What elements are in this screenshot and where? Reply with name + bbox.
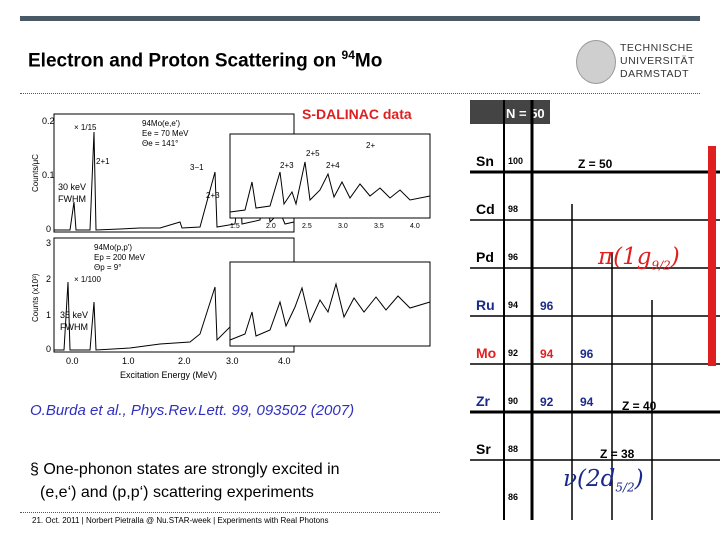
upper-scale: × 1/15	[74, 123, 97, 132]
upper-inset-line	[229, 161, 431, 213]
bullet-point: § One-phonon states are strongly excited…	[30, 461, 340, 501]
upper-fwhm: FWHM	[58, 194, 86, 204]
inset-xtick: 4.0	[410, 223, 420, 230]
peak-label: 2+1	[96, 157, 110, 166]
proton-orbital-label: π(1g9/2)	[598, 244, 680, 273]
inset-peak-label: 2+4	[326, 161, 340, 170]
element-label: Ru	[476, 297, 495, 313]
isotope-cell: 96	[540, 299, 554, 313]
xtick: 3.0	[226, 356, 239, 366]
inset-peak-label: 2+3	[280, 161, 294, 170]
mass-number: 90	[508, 396, 518, 406]
element-label: Pd	[476, 249, 494, 265]
inset-xtick: 3.5	[374, 223, 384, 230]
inset-xtick: 3.0	[338, 223, 348, 230]
upper-resolution: 30 keV	[58, 182, 86, 192]
lower-ytick: 1	[46, 310, 51, 320]
xlabel: Excitation Energy (MeV)	[120, 370, 217, 380]
z-label: Z = 40	[622, 399, 657, 413]
header-bar	[20, 16, 700, 21]
element-label: Sn	[476, 153, 494, 169]
mass-number: 92	[508, 348, 518, 358]
lower-angle: Θp = 9°	[94, 263, 121, 272]
xtick: 2.0	[178, 356, 191, 366]
source-label: S-DALINAC data	[302, 106, 412, 122]
inset-peak-label: 2+5	[306, 149, 320, 158]
neutron-orbital-label: ν(2d5/2)	[563, 466, 644, 495]
upper-ytick: 0	[46, 224, 51, 234]
peak-label: 3−1	[190, 163, 204, 172]
lower-ytick: 0	[46, 344, 51, 354]
mass-number: 88	[508, 444, 518, 454]
isotope-cell: 96	[580, 347, 594, 361]
mass-number: 96	[508, 252, 518, 262]
xtick: 1.0	[122, 356, 135, 366]
isotope-cell: 94	[540, 347, 554, 361]
element-label: Cd	[476, 201, 495, 217]
nuclide-chart: N = 50 Sn 100 Cd 98 Pd 96 Ru 94 Mo 92 Zr 90 Sr 88 86 96 9…	[470, 100, 720, 520]
upper-angle: Θe = 141°	[142, 139, 178, 148]
upper-inset-frame	[229, 133, 431, 219]
lower-energy: Ep = 200 MeV	[94, 253, 146, 262]
column-header: N = 50	[506, 106, 545, 121]
inset-peak-label: 2+	[366, 141, 375, 150]
isotope-cell: 92	[540, 395, 554, 409]
scattering-spectrum: Counts/μC Counts (x10³) 0.2 0.1 0 3 2 1 …	[31, 113, 431, 380]
upper-ylabel: Counts/μC	[31, 154, 40, 192]
lower-ytick: 2	[46, 274, 51, 284]
mass-number: 98	[508, 204, 518, 214]
lower-fwhm: FWHM	[60, 322, 88, 332]
upper-ytick: 0.1	[42, 170, 55, 180]
inset-xtick: 2.5	[302, 223, 312, 230]
lower-resolution: 35 keV	[60, 310, 88, 320]
lower-ylabel: Counts (x10³)	[31, 273, 40, 322]
footer-divider	[20, 512, 440, 513]
header-cell	[470, 100, 550, 124]
z-label: Z = 50	[578, 157, 613, 171]
xtick: 0.0	[66, 356, 79, 366]
mass-number: 94	[508, 300, 518, 310]
lower-reaction: 94Mo(p,p')	[94, 243, 132, 252]
inset-xtick: 1.5	[230, 223, 240, 230]
upper-energy: Ee = 70 MeV	[142, 129, 189, 138]
upper-ytick: 0.2	[42, 116, 55, 126]
slide-title: Electron and Proton Scattering on 94Mo	[28, 48, 383, 72]
lower-inset-line	[229, 282, 431, 341]
mass-number: 100	[508, 156, 523, 166]
footer-text: 21. Oct. 2011 | Norbert Pietralla @ Nu.S…	[32, 516, 329, 525]
lower-scale: × 1/100	[74, 275, 101, 284]
element-label: Mo	[476, 345, 496, 361]
university-logo: TECHNISCHE UNIVERSITÄT DARMSTADT	[576, 40, 706, 84]
z-label: Z = 38	[600, 447, 635, 461]
mass-number: 86	[508, 492, 518, 502]
citation: O.Burda et al., Phys.Rev.Lett. 99, 09350…	[30, 402, 355, 419]
lower-ytick: 3	[46, 238, 51, 248]
element-label: Sr	[476, 441, 491, 457]
upper-reaction: 94Mo(e,e')	[142, 119, 180, 128]
title-divider	[20, 93, 700, 95]
isotope-cell: 94	[580, 395, 594, 409]
athena-seal-icon	[576, 40, 616, 84]
element-label: Zr	[476, 393, 491, 409]
highlight-bar	[708, 146, 716, 366]
xtick: 4.0	[278, 356, 291, 366]
inset-xtick: 2.0	[266, 223, 276, 230]
peak-label: 2+3	[206, 191, 220, 200]
logo-text: TECHNISCHE UNIVERSITÄT DARMSTADT	[620, 42, 695, 80]
